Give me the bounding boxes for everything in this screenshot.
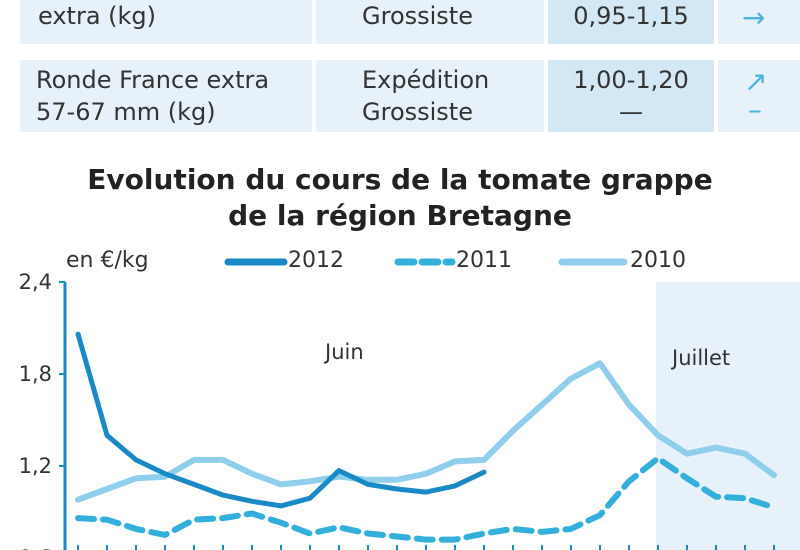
table-row-1-product: extra (kg) (20, 0, 312, 44)
y-axis-unit-label: en €/kg (66, 248, 149, 273)
table-row-1-trend: → (718, 0, 800, 44)
series-line-2012 (75, 331, 487, 509)
price-table: extra (kg) Grossiste 0,95-1,15 → Ronde F… (0, 0, 800, 140)
table-row-2-stage: Expédition Grossiste (316, 60, 544, 132)
table-cell: 57-67 mm (kg) (36, 98, 216, 126)
arrow-up-right-icon: ↗ (744, 65, 768, 98)
table-cell: 0,95-1,15 (573, 2, 689, 30)
legend-label-2010: 2010 (630, 248, 686, 273)
table-row-2-price: 1,00-1,20 — (548, 60, 714, 132)
legend-label-2011: 2011 (456, 248, 512, 273)
dash-icon: – (748, 93, 762, 126)
table-row-2-trend: ↗ – (718, 60, 800, 132)
table-cell: 1,00-1,20 (573, 66, 689, 94)
chart-title-line-1: Evolution du cours de la tomate grappe (87, 163, 713, 196)
table-row-1-price: 0,95-1,15 (548, 0, 714, 44)
series-line-2010 (75, 360, 777, 503)
table-cell: — (619, 98, 643, 126)
legend-label-2012: 2012 (288, 248, 344, 273)
table-cell: Grossiste (362, 98, 473, 126)
table-cell: Expédition (362, 66, 490, 94)
month-label-juin: Juin (325, 340, 364, 364)
table-cell: Grossiste (362, 2, 473, 30)
chart-title-line-2: de la région Bretagne (228, 199, 572, 232)
y-tick-label: 1,8 (19, 362, 52, 386)
table-cell: Ronde France extra (36, 66, 270, 94)
y-tick-label: 2,4 (19, 270, 52, 294)
table-row-1-stage: Grossiste (316, 0, 544, 44)
table-cell: extra (kg) (38, 2, 157, 30)
table-row-2-product: Ronde France extra 57-67 mm (kg) (20, 60, 312, 132)
arrow-right-icon: → (742, 1, 766, 34)
y-tick-label: 0,6 (19, 546, 52, 550)
juillet-band (656, 282, 800, 550)
month-label-juillet: Juillet (672, 346, 731, 370)
series-line-2011 (75, 455, 777, 543)
y-tick-label: 1,2 (19, 454, 52, 478)
